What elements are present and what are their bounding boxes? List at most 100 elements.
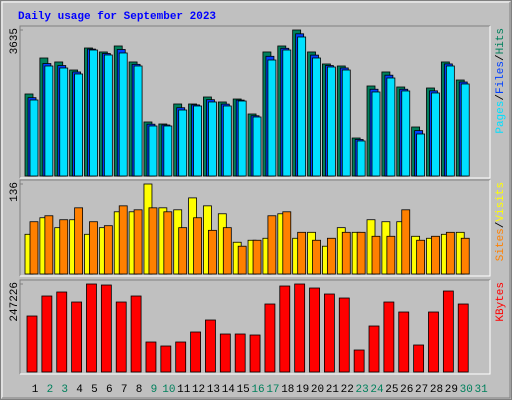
bar [445,231,455,275]
bar [249,334,261,373]
bar [401,90,411,177]
legend-entry: KBytes [495,282,507,322]
x-tick-label: 7 [121,384,128,396]
legend: Pages/Files/Hits [495,28,507,134]
bar [267,59,277,177]
x-tick-label: 27 [415,384,428,396]
bar [208,229,217,275]
bar [416,133,426,177]
bar [282,49,292,177]
bar [133,209,143,275]
legend-entry: Files [495,61,507,94]
legend-separator: / [495,94,507,101]
bar [428,311,439,373]
bar [56,291,68,373]
bar [368,325,380,373]
bar [160,345,172,373]
x-tick-label: 8 [136,384,143,396]
bar [371,235,381,275]
legend-entry: Visits [495,182,507,222]
x-tick-label: 14 [222,384,236,396]
bar [341,231,351,275]
bar [416,239,426,275]
bar [178,227,188,275]
bar [237,100,247,177]
x-tick-label: 19 [296,384,309,396]
bar [130,295,142,373]
bar [267,215,277,275]
x-tick-label: 12 [192,384,205,396]
bar [234,333,246,373]
bar [312,239,321,275]
bar [103,54,113,177]
bar [145,341,157,373]
bar [445,65,455,177]
x-tick-label: 23 [356,384,369,396]
x-tick-label: 18 [281,384,294,396]
legend-separator: / [495,54,507,61]
bar [44,215,54,275]
x-tick-label: 21 [326,384,340,396]
bar [29,221,39,275]
bar [282,211,292,275]
bar [398,311,410,373]
bar [460,83,470,177]
bar [431,92,440,177]
bar [413,344,425,373]
bar [133,65,143,177]
bar [74,73,84,177]
bar [356,231,366,275]
bar [44,65,54,177]
bar [431,235,440,275]
bar [163,211,173,275]
bar [59,67,69,177]
x-tick-label: 13 [207,384,220,396]
x-tick-label: 31 [474,384,488,396]
x-tick-label: 4 [76,384,83,396]
legend: Sites/Visits [495,182,507,261]
bar [26,315,38,373]
bar [59,219,69,275]
bar [386,235,396,275]
bar [341,69,351,177]
bar [193,105,202,177]
bar [193,217,202,275]
bar [338,297,350,373]
bar [279,285,291,373]
bar [175,341,187,373]
bar [297,231,307,275]
bar [190,331,201,373]
bar [100,284,112,373]
bar [89,221,98,275]
bar [205,319,216,373]
bar [237,245,247,275]
x-tick-label: 22 [341,384,354,396]
bar [71,301,83,373]
bar [178,109,188,177]
bar [86,283,97,373]
y-tick-label: 3635 [9,28,21,54]
x-tick-label: 9 [151,384,158,396]
bar [353,349,365,373]
bar [401,209,411,275]
x-tick-label: 24 [370,384,384,396]
bevel [20,180,491,277]
x-tick-label: 15 [237,384,250,396]
x-tick-label: 17 [266,384,279,396]
bar [460,237,470,275]
bar [323,293,335,373]
legend-entry: Pages [495,101,507,134]
bar [312,57,321,177]
bar [208,101,217,177]
bar [309,287,320,373]
chart-title: Daily usage for September 2023 [18,11,216,23]
bar [457,303,469,373]
legend: KBytes [495,282,507,322]
bar [326,237,336,275]
bar [89,49,98,177]
legend-separator: / [495,222,507,229]
legend-entry: Hits [495,28,507,54]
bar [356,140,366,177]
bar [103,225,113,275]
